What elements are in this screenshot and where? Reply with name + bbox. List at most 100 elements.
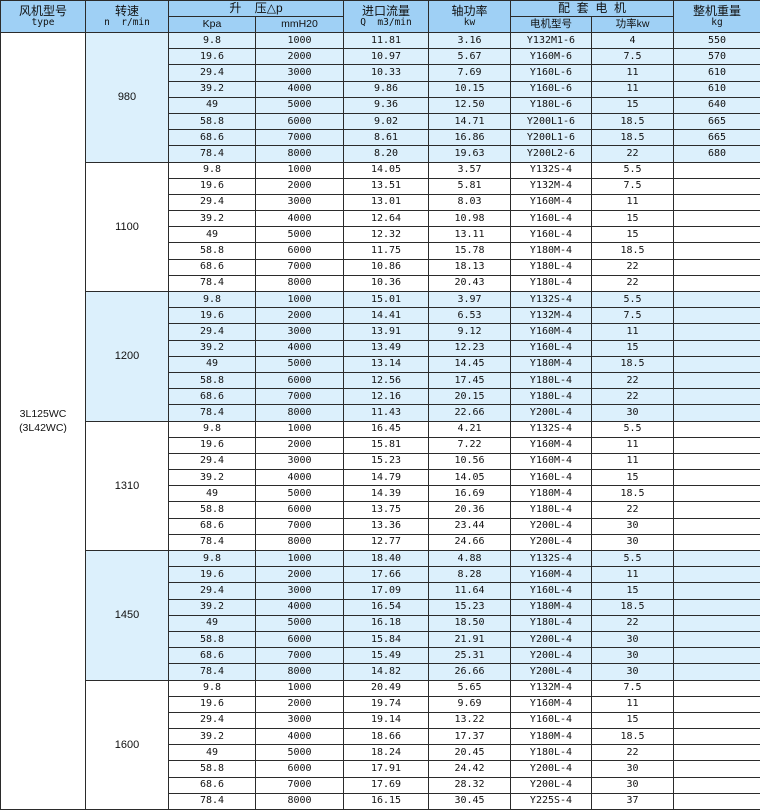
motor-power-cell: 7.5 xyxy=(592,680,674,696)
weight-cell xyxy=(674,680,760,696)
motor-power-cell: 30 xyxy=(592,631,674,647)
motor-model-cell: Y200L-4 xyxy=(511,405,592,421)
motor-model-cell: Y132M1-6 xyxy=(511,33,592,49)
shaft-power-cell: 20.45 xyxy=(429,745,511,761)
weight-cell xyxy=(674,389,760,405)
shaft-power-cell: 9.69 xyxy=(429,696,511,712)
weight-cell xyxy=(674,729,760,745)
kpa-cell: 19.6 xyxy=(169,308,256,324)
weight-cell xyxy=(674,194,760,210)
flow-cell: 17.66 xyxy=(344,567,429,583)
motor-model-cell: Y200L1-6 xyxy=(511,113,592,129)
motor-model-cell: Y160L-4 xyxy=(511,227,592,243)
motor-power-cell: 11 xyxy=(592,324,674,340)
kpa-cell: 49 xyxy=(169,97,256,113)
flow-cell: 8.20 xyxy=(344,146,429,162)
kpa-cell: 29.4 xyxy=(169,712,256,728)
kpa-cell: 9.8 xyxy=(169,33,256,49)
flow-cell: 19.74 xyxy=(344,696,429,712)
motor-power-cell: 15 xyxy=(592,340,674,356)
motor-power-cell: 22 xyxy=(592,615,674,631)
kpa-cell: 68.6 xyxy=(169,648,256,664)
mmh2o-cell: 5000 xyxy=(256,745,344,761)
mmh2o-cell: 4000 xyxy=(256,211,344,227)
mmh2o-cell: 5000 xyxy=(256,356,344,372)
motor-model-cell: Y180M-4 xyxy=(511,729,592,745)
shaft-power-cell: 3.57 xyxy=(429,162,511,178)
weight-cell xyxy=(674,745,760,761)
motor-power-cell: 7.5 xyxy=(592,308,674,324)
kpa-cell: 19.6 xyxy=(169,437,256,453)
flow-sub: Q m3/min xyxy=(344,17,428,28)
speed-cell: 1450 xyxy=(86,551,169,681)
mmh2o-cell: 6000 xyxy=(256,631,344,647)
shaft-power-cell: 14.05 xyxy=(429,470,511,486)
mmh2o-cell: 8000 xyxy=(256,664,344,680)
mmh2o-cell: 7000 xyxy=(256,648,344,664)
weight-cell xyxy=(674,453,760,469)
motor-model-cell: Y160M-4 xyxy=(511,696,592,712)
shaft-power-cell: 8.28 xyxy=(429,567,511,583)
weight-cell: 680 xyxy=(674,146,760,162)
mmh2o-cell: 2000 xyxy=(256,178,344,194)
motor-power-cell: 5.5 xyxy=(592,292,674,308)
shaft-power-cell: 4.88 xyxy=(429,551,511,567)
motor-model-cell: Y180L-4 xyxy=(511,275,592,291)
mmh2o-cell: 8000 xyxy=(256,534,344,550)
flow-cell: 10.86 xyxy=(344,259,429,275)
motor-power-cell: 22 xyxy=(592,259,674,275)
motor-model-cell: Y180L-4 xyxy=(511,502,592,518)
flow-cell: 12.16 xyxy=(344,389,429,405)
weight-cell xyxy=(674,275,760,291)
shaft-power-cell: 10.56 xyxy=(429,453,511,469)
mmh2o-cell: 3000 xyxy=(256,65,344,81)
shaft-power-cell: 3.97 xyxy=(429,292,511,308)
shaft-power-cell: 26.66 xyxy=(429,664,511,680)
flow-cell: 18.40 xyxy=(344,551,429,567)
motor-power-cell: 18.5 xyxy=(592,486,674,502)
type-sub: type xyxy=(1,17,85,28)
header-motor: 配 套 电 机 xyxy=(511,1,674,17)
motor-power-cell: 11 xyxy=(592,567,674,583)
motor-power-cell: 15 xyxy=(592,97,674,113)
mmh2o-cell: 7000 xyxy=(256,777,344,793)
weight-sub: kg xyxy=(674,17,760,28)
weight-cell xyxy=(674,599,760,615)
mmh2o-cell: 5000 xyxy=(256,486,344,502)
motor-power-cell: 37 xyxy=(592,793,674,809)
flow-cell: 14.79 xyxy=(344,470,429,486)
speed-cell: 980 xyxy=(86,33,169,163)
flow-cell: 16.15 xyxy=(344,793,429,809)
kpa-cell: 58.8 xyxy=(169,631,256,647)
mmh2o-cell: 3000 xyxy=(256,712,344,728)
motor-power-cell: 30 xyxy=(592,664,674,680)
weight-cell xyxy=(674,761,760,777)
flow-cell: 12.77 xyxy=(344,534,429,550)
kpa-cell: 78.4 xyxy=(169,793,256,809)
kpa-cell: 19.6 xyxy=(169,696,256,712)
shaft-power-cell: 13.22 xyxy=(429,712,511,728)
kpa-cell: 49 xyxy=(169,227,256,243)
kpa-cell: 58.8 xyxy=(169,372,256,388)
kpa-cell: 9.8 xyxy=(169,551,256,567)
flow-cell: 9.36 xyxy=(344,97,429,113)
shaft-power-cell: 20.43 xyxy=(429,275,511,291)
flow-cell: 17.69 xyxy=(344,777,429,793)
shaft-power-cell: 18.50 xyxy=(429,615,511,631)
shaft-power-cell: 16.69 xyxy=(429,486,511,502)
shaft-power-cell: 9.12 xyxy=(429,324,511,340)
shaft-power-cell: 7.69 xyxy=(429,65,511,81)
kpa-cell: 58.8 xyxy=(169,113,256,129)
shaft-power-cell: 15.23 xyxy=(429,599,511,615)
model-cell: 3L125WC(3L42WC) xyxy=(1,33,86,810)
flow-cell: 13.01 xyxy=(344,194,429,210)
flow-cell: 8.61 xyxy=(344,130,429,146)
mmh2o-cell: 3000 xyxy=(256,453,344,469)
kpa-cell: 68.6 xyxy=(169,259,256,275)
flow-cell: 16.45 xyxy=(344,421,429,437)
